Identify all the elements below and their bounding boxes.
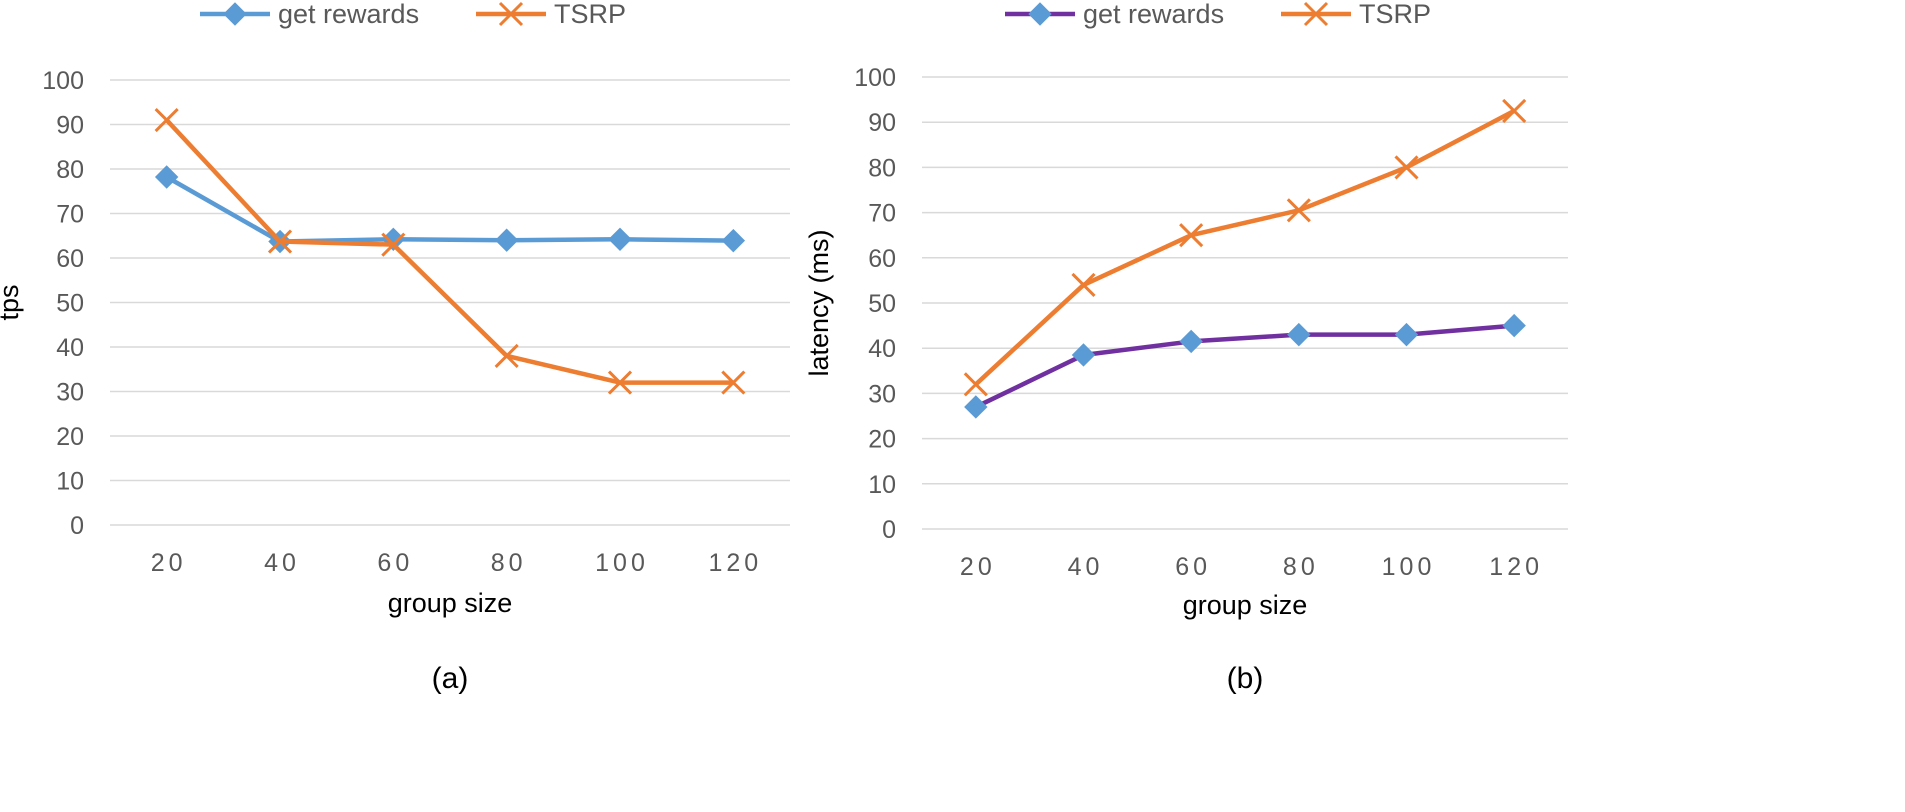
series-line	[165, 175, 734, 244]
chart-panel-1: 0 10 20 30 40 50 60 70 80 90 100 20 40 60 80 100 120 tps g…	[0, 0, 790, 695]
data-point	[154, 107, 179, 133]
series-2	[154, 107, 746, 395]
data-point	[494, 228, 519, 252]
data-point	[964, 395, 988, 419]
data-point	[1287, 322, 1311, 347]
y-tick-label: 50	[868, 290, 896, 318]
chart-panel-2: 0 10 20 30 40 50 60 70 80 90 100 20 40 60 80 100 120 late…	[804, 0, 1568, 695]
x-tick-label: 20	[151, 549, 187, 577]
legend: get rewards TSRP	[1005, 0, 1431, 29]
data-point	[1179, 223, 1204, 248]
y-tick-label: 90	[868, 109, 896, 137]
x-tick-label: 40	[264, 549, 300, 577]
x-tick-label: 80	[1283, 553, 1319, 581]
data-point	[1286, 198, 1311, 223]
legend-label: TSRP	[554, 0, 626, 29]
series-line	[165, 118, 734, 385]
data-point	[721, 228, 746, 253]
y-tick-label: 30	[56, 379, 84, 407]
y-tick-label: 10	[56, 468, 84, 496]
x-tick-label: 120	[1489, 553, 1543, 581]
data-point	[381, 232, 406, 257]
data-point	[721, 370, 746, 395]
data-point	[1394, 155, 1419, 180]
x-tick-label: 60	[377, 549, 413, 577]
y-tick-label: 30	[868, 380, 896, 408]
y-tick-label: 70	[56, 201, 84, 229]
data-point	[494, 343, 519, 368]
y-tick-label: 80	[868, 154, 896, 182]
y-tick-label: 40	[56, 334, 84, 362]
data-point	[267, 229, 293, 254]
y-tick-label: 0	[882, 516, 896, 544]
legend-label: TSRP	[1359, 0, 1431, 29]
y-tick-label: 0	[70, 512, 84, 540]
legend-marker	[1303, 1, 1329, 27]
x-tick-label: 60	[1175, 553, 1211, 581]
data-point	[607, 370, 633, 395]
x-tick-label: 100	[1382, 553, 1436, 581]
legend-label: get rewards	[1083, 0, 1224, 29]
data-point	[1502, 98, 1527, 123]
data-point	[1394, 322, 1419, 347]
data-point	[963, 372, 988, 397]
panel-caption: (b)	[1227, 662, 1264, 695]
y-tick-label: 100	[42, 67, 84, 95]
data-point	[1071, 343, 1096, 367]
x-tick-label: 80	[491, 549, 527, 577]
series-2	[963, 98, 1527, 397]
y-tick-label: 60	[56, 245, 84, 273]
data-point	[1179, 329, 1203, 354]
y-tick-label: 100	[854, 64, 896, 92]
series-line	[974, 108, 1516, 387]
data-point	[154, 165, 179, 189]
data-point	[1502, 313, 1526, 338]
y-tick-label: 70	[868, 200, 896, 228]
legend-marker	[498, 1, 524, 27]
y-tick-label: 90	[56, 112, 84, 140]
y-axis-title: latency (ms)	[804, 229, 834, 376]
data-point	[1071, 272, 1096, 297]
x-axis-title: group size	[1183, 590, 1308, 620]
y-tick-label: 60	[868, 245, 896, 273]
series-1	[964, 313, 1526, 419]
legend-marker	[223, 2, 247, 26]
legend: get rewards TSRP	[200, 0, 626, 29]
legend-label: get rewards	[278, 0, 419, 29]
y-axis-title: tps	[0, 284, 24, 320]
series-line	[974, 323, 1515, 409]
y-tick-label: 80	[56, 156, 84, 184]
y-tick-label: 20	[868, 426, 896, 454]
x-tick-label: 40	[1068, 553, 1104, 581]
y-tick-label: 10	[868, 471, 896, 499]
x-tick-label: 100	[595, 549, 649, 577]
x-tick-label: 20	[960, 553, 996, 581]
panel-caption: (a)	[432, 662, 469, 695]
series-1	[154, 165, 746, 254]
x-axis-title: group size	[388, 588, 513, 618]
y-tick-label: 40	[868, 335, 896, 363]
legend-marker	[1028, 2, 1052, 26]
data-point	[608, 227, 632, 252]
x-tick-label: 120	[708, 549, 762, 577]
y-tick-label: 50	[56, 290, 84, 318]
y-tick-label: 20	[56, 423, 84, 451]
